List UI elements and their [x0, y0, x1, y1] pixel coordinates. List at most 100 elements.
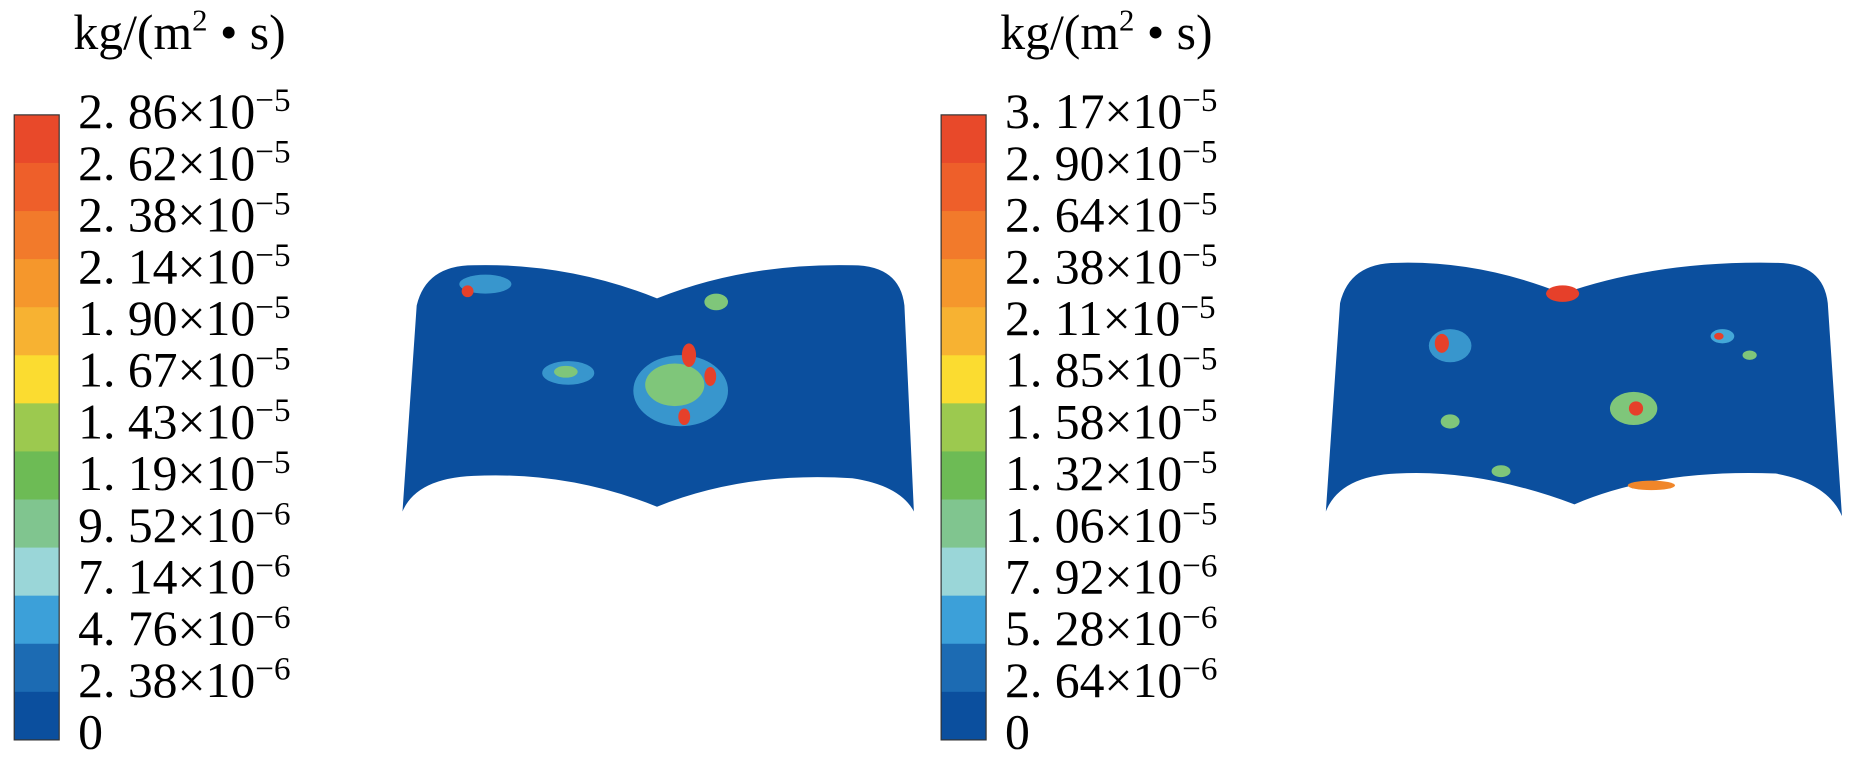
level-label: 9. 52×10: [78, 498, 255, 553]
level-label: 1. 06×10: [1005, 498, 1182, 553]
colorbar-label: 1. 19×10−5: [78, 443, 290, 501]
level-exponent: −6: [1182, 547, 1217, 584]
level-label: 0: [1005, 705, 1030, 760]
unit-rest: • s): [208, 5, 286, 60]
level-exponent: −6: [255, 650, 290, 687]
level-exponent: −5: [1182, 340, 1217, 377]
level-exponent: −5: [255, 133, 290, 170]
colorbar-band: [14, 403, 60, 453]
level-label: 1. 85×10: [1005, 343, 1182, 398]
colorbar-label: 5. 28×10−6: [1005, 599, 1217, 657]
level-label: 1. 67×10: [78, 343, 255, 398]
level-label: 2. 64×10: [1005, 653, 1182, 708]
level-exponent: −5: [255, 82, 290, 119]
colorbar-label: 2. 38×10−6: [78, 650, 290, 708]
level-exponent: −5: [1182, 185, 1217, 222]
level-label: 0: [78, 705, 103, 760]
colorbar-band: [14, 259, 60, 308]
level-exponent: −5: [255, 392, 290, 429]
level-exponent: −5: [1182, 443, 1217, 480]
unit-label: kg/(m2 • s): [1000, 4, 1212, 61]
colorbar-band: [14, 595, 60, 645]
colorbar-band: [941, 691, 987, 741]
colorbar-label: 1. 85×10−5: [1005, 340, 1217, 398]
colorbar-band: [14, 162, 60, 212]
level-label: 1. 43×10: [78, 395, 255, 450]
colorbar-band: [941, 259, 987, 308]
level-label: 2. 14×10: [78, 240, 255, 295]
level-label: 7. 14×10: [78, 550, 255, 605]
colorbar-label: 1. 58×10−5: [1005, 392, 1217, 450]
level-exponent: −6: [255, 599, 290, 636]
colorbar-label: 1. 06×10−5: [1005, 495, 1217, 553]
surface-plot: [402, 265, 914, 512]
level-label: 1. 19×10: [78, 446, 255, 501]
colorbar-label: 2. 62×10−5: [78, 133, 290, 191]
colorbar-band: [14, 451, 60, 501]
colorbar-label: 2. 38×10−5: [78, 185, 290, 243]
level-exponent: −5: [255, 237, 290, 274]
colorbar-label: 1. 90×10−5: [78, 288, 290, 346]
colorbar-frame: [940, 114, 987, 741]
colorbar-band: [14, 114, 60, 164]
level-exponent: −6: [1182, 650, 1217, 687]
level-label: 1. 32×10: [1005, 446, 1182, 501]
level-exponent: −5: [255, 443, 290, 480]
colorbar-label: 1. 32×10−5: [1005, 443, 1217, 501]
level-label: 3. 17×10: [1005, 85, 1182, 140]
level-label: 4. 76×10: [78, 602, 255, 657]
colorbar-frame: [13, 114, 60, 741]
level-label: 1. 58×10: [1005, 395, 1182, 450]
level-exponent: −5: [255, 185, 290, 222]
colorbar-band: [941, 595, 987, 645]
colorbar-label: 2. 64×10−6: [1005, 650, 1217, 708]
level-exponent: −5: [1182, 133, 1217, 170]
level-label: 5. 28×10: [1005, 602, 1182, 657]
colorbar-label: 1. 67×10−5: [78, 340, 290, 398]
colorbar-label: 0: [78, 705, 103, 760]
colorbar-label: 2. 64×10−5: [1005, 185, 1217, 243]
colorbar-label: 9. 52×10−6: [78, 495, 290, 553]
colorbar-band: [14, 643, 60, 693]
colorbar-label: 2. 14×10−5: [78, 237, 290, 295]
colorbar-band: [941, 499, 987, 549]
colorbar-band: [14, 499, 60, 549]
colorbar-band: [14, 307, 60, 356]
level-exponent: −5: [1180, 288, 1215, 325]
surface-plot: [1325, 262, 1842, 517]
level-label: 2. 38×10: [78, 188, 255, 243]
colorbar-label: 3. 17×10−5: [1005, 82, 1217, 140]
colorbar-band: [14, 211, 60, 260]
colorbar-band: [941, 643, 987, 693]
colorbar-band: [941, 547, 987, 597]
level-exponent: −5: [1182, 392, 1217, 429]
level-exponent: −6: [255, 495, 290, 532]
level-label: 2. 62×10: [78, 136, 255, 191]
unit-label: kg/(m2 • s): [73, 4, 285, 61]
level-label: 2. 86×10: [78, 85, 255, 140]
colorbar-label: 2. 38×10−5: [1005, 237, 1217, 295]
colorbar-band: [14, 547, 60, 597]
colorbar-band: [14, 355, 60, 404]
level-label: 2. 38×10: [1005, 240, 1182, 295]
colorbar-band: [941, 307, 987, 356]
level-exponent: −6: [1182, 599, 1217, 636]
colorbar-label: 2. 90×10−5: [1005, 133, 1217, 191]
level-label: 2. 38×10: [78, 653, 255, 708]
unit-rest: • s): [1134, 5, 1212, 60]
colorbar-label: 2. 86×10−5: [78, 82, 290, 140]
colorbar-band: [941, 403, 987, 453]
colorbar-label: 7. 92×10−6: [1005, 547, 1217, 605]
colorbar-label: 7. 14×10−6: [78, 547, 290, 605]
colorbar-band: [941, 162, 987, 212]
level-exponent: −5: [1182, 495, 1217, 532]
level-exponent: −5: [1182, 82, 1217, 119]
level-label: 2. 90×10: [1005, 136, 1182, 191]
colorbar-label: 2. 11×10−5: [1005, 288, 1216, 346]
unit-base: kg/(m: [1000, 5, 1119, 60]
level-exponent: −5: [255, 288, 290, 325]
level-label: 2. 64×10: [1005, 188, 1182, 243]
colorbar-label: 1. 43×10−5: [78, 392, 290, 450]
colorbar-band: [941, 355, 987, 404]
